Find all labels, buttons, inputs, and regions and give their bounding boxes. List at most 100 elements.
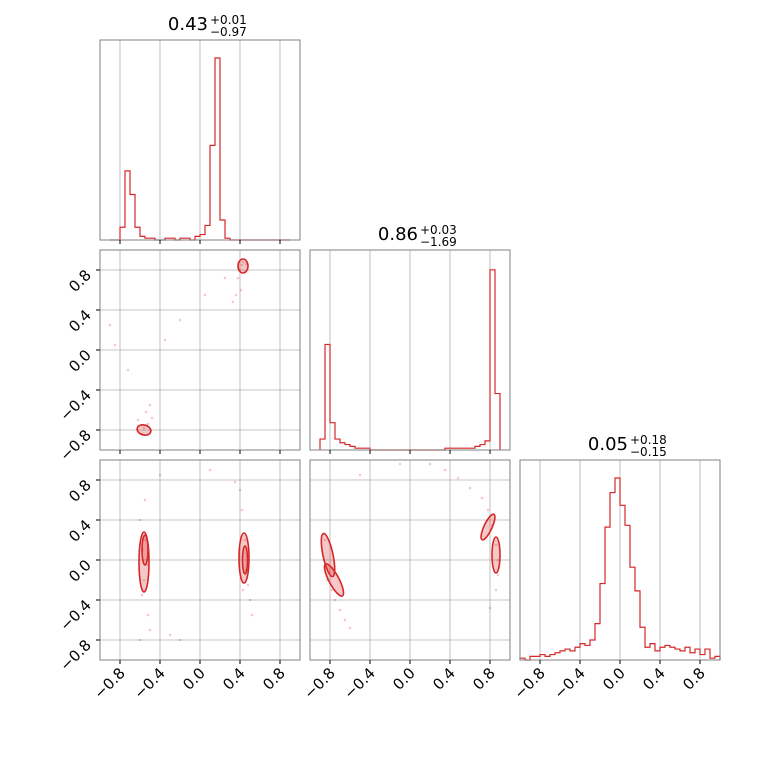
- scatter-point: [126, 368, 130, 372]
- y-tick-label: 0.4: [65, 306, 95, 336]
- scatter-point: [241, 260, 245, 264]
- density-contour: [323, 563, 345, 597]
- scatter-point: [178, 318, 182, 322]
- scatter-point: [358, 473, 362, 477]
- density-contour: [491, 536, 501, 574]
- scatter-point: [240, 508, 244, 512]
- scatter-point: [203, 293, 207, 297]
- scatter-point: [494, 588, 498, 592]
- scatter-point: [338, 608, 342, 612]
- scatter-point: [488, 606, 492, 610]
- scatter-point: [143, 538, 147, 542]
- x-tick-label: 0.0: [599, 664, 629, 694]
- scatter-point: [136, 418, 140, 422]
- scatter-point: [240, 263, 244, 267]
- title-plus-error: +0.18: [630, 433, 667, 447]
- y-tick-label: −0.4: [56, 596, 94, 634]
- density-contour: [136, 424, 152, 436]
- scatter-point: [246, 583, 250, 587]
- title-plus-error: +0.03: [420, 223, 457, 237]
- scatter-point: [142, 426, 146, 430]
- scatter-point: [236, 276, 240, 280]
- panel-title: 0.86 +0.03−1.69: [378, 223, 457, 249]
- scatter-point: [343, 618, 347, 622]
- scatter-point: [233, 480, 237, 484]
- scatter-point: [468, 486, 472, 490]
- y-tick-label: 0.4: [65, 516, 95, 546]
- y-tick-label: 0.0: [65, 346, 95, 376]
- scatter-point: [239, 288, 243, 292]
- x-tick-label: 0.4: [639, 664, 669, 694]
- x-tick-label: 0.8: [679, 664, 709, 694]
- x-tick-label: −0.4: [550, 664, 588, 702]
- scatter-point: [148, 403, 152, 407]
- scatter-point: [108, 323, 112, 327]
- density-contour: [320, 532, 336, 578]
- panel-1-1: 0.86 +0.03−1.69: [309, 223, 511, 454]
- density-contour: [480, 513, 496, 541]
- x-tick-label: −0.8: [510, 664, 548, 702]
- scatter-point: [243, 538, 247, 542]
- scatter-point: [142, 578, 146, 582]
- scatter-point: [168, 633, 172, 637]
- scatter-point: [150, 416, 154, 420]
- scatter-point: [323, 538, 327, 542]
- panel-1-0: −0.8−0.4 0.0 0.4 0.8: [56, 249, 301, 465]
- scatter-point: [231, 300, 235, 304]
- scatter-point: [223, 276, 227, 280]
- x-tick-label: −0.8: [300, 664, 338, 702]
- panel-0-0: 0.43 +0.01−0.97: [99, 13, 301, 244]
- title-value: 0.43: [168, 14, 208, 35]
- title-minus-error: −1.69: [420, 235, 457, 249]
- scatter-point: [163, 338, 167, 342]
- scatter-point: [146, 422, 150, 426]
- x-tick-label: 0.4: [219, 664, 249, 694]
- panel-2-2: −0.8 −0.4 0.0 0.4 0.8 0.05 +0.18−0.15: [510, 433, 721, 703]
- scatter-point: [330, 588, 334, 592]
- title-minus-error: −0.97: [210, 25, 247, 39]
- title-value: 0.05: [588, 434, 628, 455]
- panel-2-0: −0.8−0.40.00.40.8−0.8 −0.4 0.0 0.4 0.8: [56, 459, 301, 703]
- x-tick-label: 0.0: [389, 664, 419, 694]
- x-tick-label: 0.4: [429, 664, 459, 694]
- scatter-point: [480, 496, 484, 500]
- x-tick-label: −0.8: [90, 664, 128, 702]
- scatter-point: [208, 468, 212, 472]
- title-value: 0.86: [378, 224, 418, 245]
- scatter-point: [486, 508, 490, 512]
- scatter-point: [333, 598, 337, 602]
- x-tick-label: 0.0: [179, 664, 209, 694]
- y-tick-label: 0.8: [65, 266, 95, 296]
- y-tick-label: −0.8: [56, 636, 94, 674]
- scatter-point: [494, 543, 498, 547]
- scatter-point: [241, 588, 245, 592]
- y-tick-label: −0.8: [56, 426, 94, 464]
- panel-title: 0.43 +0.01−0.97: [168, 13, 247, 39]
- x-tick-label: 0.8: [469, 664, 499, 694]
- scatter-point: [244, 262, 248, 266]
- scatter-point: [348, 626, 352, 630]
- scatter-point: [158, 473, 162, 477]
- scatter-point: [496, 573, 500, 577]
- histogram-step: [519, 477, 721, 661]
- scatter-point: [138, 518, 142, 522]
- scatter-point: [138, 638, 142, 642]
- x-tick-label: −0.4: [340, 664, 378, 702]
- density-contour: [237, 258, 249, 274]
- density-contour: [241, 545, 249, 575]
- scatter-point: [143, 498, 147, 502]
- scatter-point: [146, 613, 150, 617]
- scatter-point: [456, 476, 460, 480]
- scatter-point: [178, 638, 182, 642]
- title-plus-error: +0.01: [210, 13, 247, 27]
- scatter-point: [234, 293, 238, 297]
- scatter-point: [140, 593, 144, 597]
- panel-2-1: −0.8 −0.4 0.0 0.4 0.8: [300, 459, 511, 703]
- scatter-point: [250, 613, 254, 617]
- x-tick-label: −0.4: [130, 664, 168, 702]
- scatter-point: [398, 462, 402, 466]
- y-tick-label: 0.0: [65, 556, 95, 586]
- scatter-point: [443, 468, 447, 472]
- scatter-point: [496, 558, 500, 562]
